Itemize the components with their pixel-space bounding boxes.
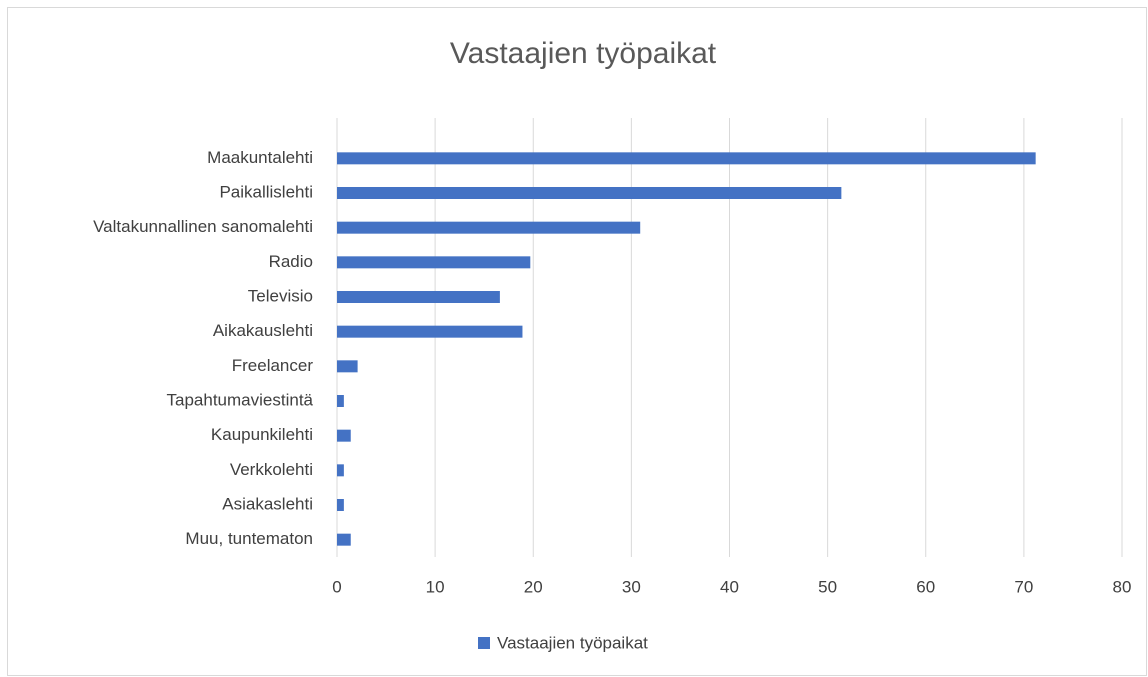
x-tick-label: 20: [524, 577, 543, 596]
y-tick-label: Televisio: [248, 286, 313, 305]
bar: [337, 499, 344, 511]
y-tick-label: Freelancer: [232, 356, 314, 375]
y-tick-label: Asiakaslehti: [222, 494, 313, 513]
bar: [337, 152, 1036, 165]
x-tick-label: 40: [720, 577, 739, 596]
x-tick-label: 10: [426, 577, 445, 596]
bar: [337, 256, 531, 269]
chart-title: Vastaajien työpaikat: [450, 37, 717, 70]
bar: [337, 395, 344, 407]
x-tick-label: 80: [1113, 577, 1132, 596]
bar: [337, 360, 358, 373]
x-tick-label: 60: [916, 577, 935, 596]
bar: [337, 464, 344, 477]
y-tick-label: Radio: [269, 252, 313, 271]
x-tick-label: 30: [622, 577, 641, 596]
chart-border: [7, 7, 1147, 676]
legend-swatch: [478, 637, 490, 649]
bar: [337, 187, 842, 199]
y-tick-label: Tapahtumaviestintä: [167, 390, 314, 409]
x-tick-label: 50: [818, 577, 837, 596]
y-tick-label: Muu, tuntematon: [185, 529, 313, 548]
bar: [337, 325, 523, 338]
bar: [337, 291, 500, 303]
y-tick-label: Paikallislehti: [219, 182, 313, 201]
y-tick-label: Kaupunkilehti: [211, 425, 313, 444]
y-tick-label: Maakuntalehti: [207, 148, 313, 167]
bar: [337, 533, 351, 546]
legend-label: Vastaajien työpaikat: [497, 633, 648, 652]
y-tick-label: Valtakunnallinen sanomalehti: [93, 217, 313, 236]
y-tick-label: Aikakauslehti: [213, 321, 313, 340]
bar: [337, 221, 641, 234]
bar: [337, 429, 351, 442]
x-tick-label: 70: [1014, 577, 1033, 596]
y-tick-label: Verkkolehti: [230, 460, 313, 479]
x-tick-label: 0: [332, 577, 341, 596]
